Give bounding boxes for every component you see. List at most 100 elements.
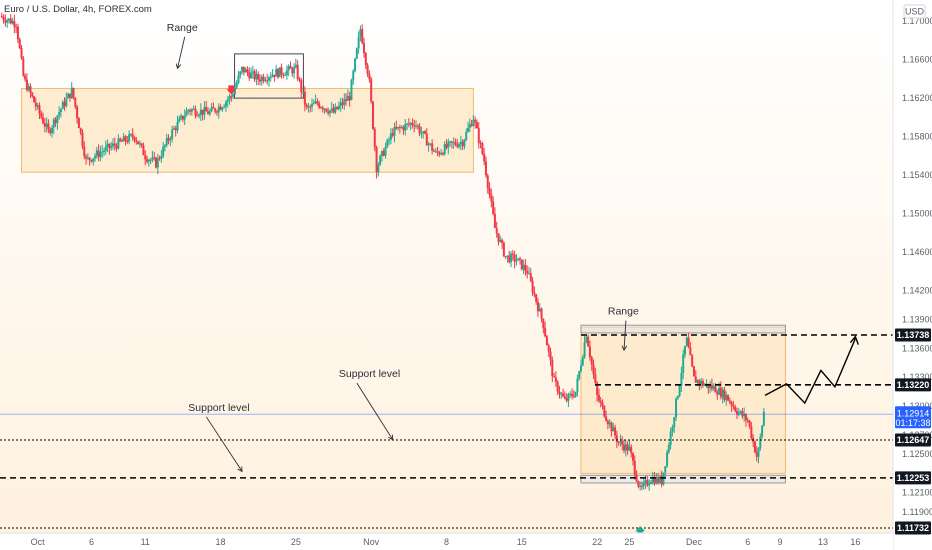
- candle-body: [483, 153, 486, 162]
- candle-body: [484, 161, 487, 176]
- price-tag-label: 1.11732: [897, 523, 929, 533]
- candle: [375, 145, 378, 179]
- candle-body: [450, 141, 453, 143]
- candle-body: [375, 147, 378, 173]
- candle: [499, 235, 502, 244]
- candle-body: [74, 97, 77, 107]
- y-tick-label: 1.11900: [902, 507, 932, 517]
- zone-band-1[interactable]: [580, 324, 786, 334]
- candle-body: [230, 96, 233, 98]
- candle: [520, 259, 523, 271]
- candle: [434, 148, 437, 154]
- price-level-tag-2[interactable]: 1.13220: [895, 378, 931, 392]
- candle: [146, 155, 149, 164]
- candle: [25, 73, 28, 92]
- candle-body: [429, 143, 432, 145]
- candle-body: [504, 256, 507, 258]
- candle: [119, 137, 122, 143]
- y-tick-label: 1.16200: [902, 93, 932, 103]
- price-axis-panel[interactable]: [893, 0, 932, 550]
- candle: [332, 103, 335, 114]
- candle: [337, 101, 340, 111]
- candle-body: [65, 98, 68, 107]
- projection-path[interactable]: [764, 338, 856, 405]
- candle-body: [701, 380, 704, 386]
- candle-body: [203, 107, 206, 115]
- price-level-tag-3[interactable]: 1.12647: [895, 433, 931, 447]
- candle-body: [427, 143, 430, 146]
- candle-body: [106, 143, 109, 147]
- candle: [370, 76, 373, 104]
- candle-body: [382, 150, 385, 156]
- candle-body: [379, 155, 382, 165]
- highlight-box[interactable]: [234, 53, 304, 99]
- candle: [560, 391, 563, 400]
- candle-body: [201, 109, 204, 115]
- price-level-tag-1[interactable]: 1.13738: [895, 328, 931, 342]
- candle: [431, 139, 434, 155]
- candle-body: [397, 126, 400, 129]
- candle-body: [70, 87, 73, 98]
- candle: [563, 391, 566, 400]
- zone-band-2[interactable]: [580, 474, 786, 484]
- candle: [16, 23, 19, 44]
- candle: [289, 61, 292, 69]
- candle: [293, 63, 296, 79]
- candle-body: [76, 106, 79, 119]
- candle: [467, 121, 470, 133]
- candle-body: [250, 72, 253, 79]
- candle-body: [346, 96, 349, 101]
- candle-body: [72, 87, 75, 98]
- candle-body: [190, 109, 193, 112]
- annotation-arrowhead-3: [388, 434, 394, 441]
- candle: [391, 128, 394, 138]
- candle: [617, 441, 620, 446]
- candle-body: [67, 93, 70, 99]
- price-tag-bg: [895, 471, 931, 485]
- candle: [493, 207, 496, 229]
- candle: [450, 140, 453, 149]
- annotation-label-4: Support level: [188, 402, 249, 414]
- currency-badge[interactable]: [903, 4, 926, 19]
- candle-body: [239, 71, 242, 76]
- candle-body: [16, 26, 19, 40]
- price-level-tag-5[interactable]: 1.11732: [895, 521, 931, 535]
- candle-body: [458, 143, 461, 147]
- candle: [174, 125, 177, 137]
- candle-body: [176, 121, 179, 131]
- candle-body: [259, 79, 262, 82]
- candle-body: [718, 387, 721, 395]
- candle: [99, 146, 102, 162]
- candle-body: [345, 99, 348, 101]
- candle: [36, 103, 39, 110]
- candle: [730, 400, 733, 412]
- candle: [207, 107, 210, 115]
- candle: [590, 355, 593, 371]
- candle: [291, 66, 294, 77]
- candle: [110, 141, 113, 151]
- x-tick-label: Oct: [31, 537, 46, 547]
- candle: [753, 440, 756, 454]
- candle-body: [214, 108, 217, 112]
- candle-body: [404, 124, 407, 131]
- candle: [138, 140, 141, 148]
- candle-body: [18, 39, 21, 49]
- candle-body: [657, 477, 660, 483]
- price-level-tag-4[interactable]: 1.12253: [895, 471, 931, 485]
- candle-body: [162, 146, 165, 157]
- candle-body: [153, 157, 156, 159]
- annotation-arrow-1: [177, 36, 186, 69]
- candle: [135, 136, 138, 145]
- candle-body: [671, 427, 674, 432]
- y-tick-label: 1.15400: [902, 170, 932, 180]
- x-tick-label: Nov: [363, 537, 380, 547]
- candle: [587, 334, 590, 347]
- candle: [610, 421, 613, 437]
- time-axis-panel[interactable]: [0, 533, 893, 550]
- candle: [750, 421, 753, 441]
- candle: [244, 67, 247, 73]
- candle: [196, 111, 199, 117]
